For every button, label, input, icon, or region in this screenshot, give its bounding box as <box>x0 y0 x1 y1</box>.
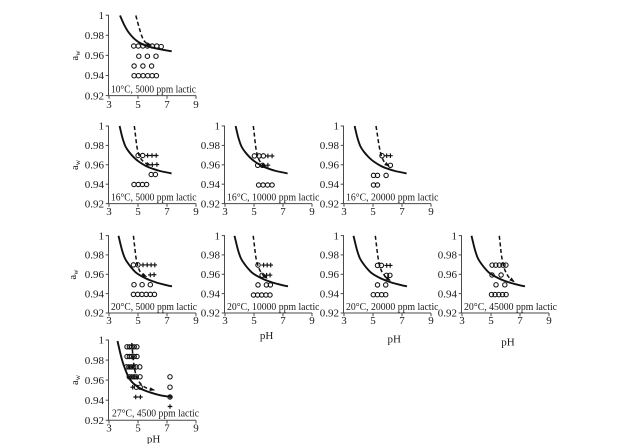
svg-text:5: 5 <box>135 423 141 435</box>
svg-text:0.94: 0.94 <box>438 288 458 300</box>
svg-text:9: 9 <box>193 315 199 327</box>
svg-text:7: 7 <box>164 315 170 327</box>
svg-text:1: 1 <box>99 230 105 242</box>
svg-text:aw: aw <box>70 159 82 170</box>
svg-text:20°C, 10000 ppm lactic: 20°C, 10000 ppm lactic <box>227 301 320 313</box>
svg-text:16°C, 20000 ppm lactic: 16°C, 20000 ppm lactic <box>346 192 439 204</box>
svg-text:0.96: 0.96 <box>85 50 105 62</box>
svg-text:3: 3 <box>341 315 347 327</box>
svg-text:pH: pH <box>501 336 515 348</box>
svg-text:9: 9 <box>428 206 434 218</box>
svg-text:7: 7 <box>517 315 523 327</box>
svg-text:3: 3 <box>106 315 112 327</box>
svg-text:7: 7 <box>280 206 286 218</box>
svg-text:1: 1 <box>334 121 340 133</box>
svg-text:pH: pH <box>260 330 274 342</box>
svg-text:27°C, 4500 ppm lactic: 27°C, 4500 ppm lactic <box>112 408 199 420</box>
svg-text:5: 5 <box>370 206 376 218</box>
svg-text:0.94: 0.94 <box>201 288 221 300</box>
svg-text:aw: aw <box>68 269 80 280</box>
svg-text:7: 7 <box>164 206 170 218</box>
svg-text:0.92: 0.92 <box>85 198 104 210</box>
svg-text:0.92: 0.92 <box>201 308 220 320</box>
svg-text:0.92: 0.92 <box>320 198 339 210</box>
svg-text:3: 3 <box>459 315 465 327</box>
svg-text:0.98: 0.98 <box>438 250 458 262</box>
svg-text:1: 1 <box>215 121 221 133</box>
svg-text:20°C, 5000 ppm lactic: 20°C, 5000 ppm lactic <box>111 301 197 313</box>
svg-text:3: 3 <box>106 206 112 218</box>
svg-text:pH: pH <box>147 433 161 444</box>
svg-text:3: 3 <box>341 206 347 218</box>
svg-text:9: 9 <box>193 423 199 435</box>
svg-text:7: 7 <box>280 315 286 327</box>
svg-text:9: 9 <box>309 315 315 327</box>
svg-text:7: 7 <box>399 315 405 327</box>
svg-text:5: 5 <box>251 315 257 327</box>
svg-text:5: 5 <box>488 315 494 327</box>
svg-text:0.96: 0.96 <box>438 269 458 281</box>
svg-text:7: 7 <box>164 99 170 111</box>
svg-text:0.94: 0.94 <box>85 70 105 82</box>
svg-text:1: 1 <box>215 230 221 242</box>
svg-text:aw: aw <box>70 50 82 61</box>
svg-text:0.94: 0.94 <box>85 288 105 300</box>
svg-text:5: 5 <box>135 206 141 218</box>
svg-text:0.96: 0.96 <box>85 375 105 387</box>
svg-text:aw: aw <box>70 374 82 385</box>
svg-text:1: 1 <box>99 121 105 133</box>
svg-text:7: 7 <box>399 206 405 218</box>
svg-text:3: 3 <box>106 99 112 111</box>
svg-text:10°C, 5000 ppm lactic: 10°C, 5000 ppm lactic <box>111 84 196 96</box>
svg-text:9: 9 <box>193 99 199 111</box>
svg-text:9: 9 <box>309 206 315 218</box>
svg-text:9: 9 <box>546 315 552 327</box>
svg-text:0.98: 0.98 <box>201 140 221 152</box>
svg-text:0.96: 0.96 <box>201 160 221 172</box>
svg-text:0.92: 0.92 <box>85 90 104 102</box>
svg-text:0.98: 0.98 <box>85 30 105 42</box>
svg-text:3: 3 <box>222 206 228 218</box>
svg-text:0.98: 0.98 <box>85 355 105 367</box>
svg-text:9: 9 <box>193 206 199 218</box>
svg-text:0.98: 0.98 <box>320 250 340 262</box>
svg-text:0.96: 0.96 <box>320 269 340 281</box>
svg-text:9: 9 <box>428 315 434 327</box>
svg-text:3: 3 <box>106 423 112 435</box>
svg-text:1: 1 <box>334 230 340 242</box>
svg-text:1: 1 <box>99 10 105 22</box>
svg-text:5: 5 <box>135 315 141 327</box>
svg-text:20°C, 20000 ppm lactic: 20°C, 20000 ppm lactic <box>346 301 439 313</box>
svg-text:0.94: 0.94 <box>201 179 221 191</box>
svg-text:5: 5 <box>251 206 257 218</box>
svg-text:0.96: 0.96 <box>201 269 221 281</box>
svg-text:0.92: 0.92 <box>438 308 457 320</box>
svg-text:5: 5 <box>135 99 141 111</box>
svg-text:0.94: 0.94 <box>85 395 105 407</box>
svg-text:1: 1 <box>99 335 105 347</box>
svg-text:0.98: 0.98 <box>85 140 105 152</box>
svg-text:16°C, 10000 ppm lactic: 16°C, 10000 ppm lactic <box>227 192 320 204</box>
svg-text:0.92: 0.92 <box>85 415 104 427</box>
svg-text:0.98: 0.98 <box>85 250 105 262</box>
svg-text:0.96: 0.96 <box>85 269 105 281</box>
svg-text:0.94: 0.94 <box>320 179 340 191</box>
svg-text:0.98: 0.98 <box>320 140 340 152</box>
svg-text:0.92: 0.92 <box>320 308 339 320</box>
svg-text:3: 3 <box>222 315 228 327</box>
svg-text:5: 5 <box>370 315 376 327</box>
svg-text:0.92: 0.92 <box>201 198 220 210</box>
svg-text:16°C, 5000 ppm lactic: 16°C, 5000 ppm lactic <box>111 192 197 204</box>
svg-text:pH: pH <box>387 334 401 346</box>
svg-text:20°C, 45000 ppm lactic: 20°C, 45000 ppm lactic <box>464 301 557 313</box>
svg-text:0.96: 0.96 <box>85 160 105 172</box>
svg-text:0.94: 0.94 <box>320 288 340 300</box>
svg-text:0.98: 0.98 <box>201 250 221 262</box>
svg-text:0.96: 0.96 <box>320 160 340 172</box>
svg-text:0.92: 0.92 <box>85 308 104 320</box>
svg-text:1: 1 <box>452 230 458 242</box>
svg-text:0.94: 0.94 <box>85 179 105 191</box>
svg-text:7: 7 <box>164 423 170 435</box>
